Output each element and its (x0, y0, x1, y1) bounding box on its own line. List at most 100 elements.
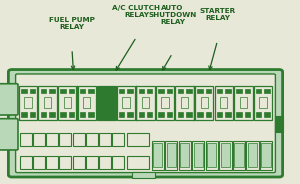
Bar (119, 112, 124, 116)
Bar (220, 143, 230, 167)
Bar (207, 143, 217, 167)
Bar (30, 112, 35, 116)
Bar (99, 133, 111, 146)
Bar (69, 89, 74, 93)
Bar (139, 89, 144, 93)
Bar (206, 112, 211, 116)
Bar (73, 133, 85, 146)
Bar (127, 133, 148, 146)
Bar (192, 141, 204, 170)
Bar (153, 143, 162, 167)
Bar (147, 89, 152, 93)
Bar (147, 112, 152, 116)
Bar (60, 112, 66, 116)
Bar (49, 89, 55, 93)
Bar (234, 143, 244, 167)
Bar (264, 89, 270, 93)
Bar (21, 89, 27, 93)
Bar (220, 98, 227, 108)
Bar (78, 86, 96, 120)
Bar (97, 86, 116, 120)
Bar (41, 112, 46, 116)
Bar (206, 141, 218, 170)
Bar (200, 98, 208, 108)
FancyBboxPatch shape (0, 84, 18, 115)
Bar (234, 86, 253, 120)
Bar (167, 143, 176, 167)
FancyBboxPatch shape (0, 119, 18, 150)
Bar (24, 98, 32, 108)
Bar (80, 89, 85, 93)
Bar (88, 89, 94, 93)
Bar (167, 89, 172, 93)
Bar (260, 141, 272, 170)
Bar (225, 89, 231, 93)
Bar (64, 98, 71, 108)
Bar (181, 98, 188, 108)
Bar (59, 133, 71, 146)
Bar (178, 112, 183, 116)
Bar (245, 89, 250, 93)
Bar (132, 172, 154, 178)
Bar (60, 89, 66, 93)
Bar (225, 112, 231, 116)
Bar (167, 112, 172, 116)
Bar (161, 98, 169, 108)
Bar (245, 112, 250, 116)
Bar (156, 86, 174, 120)
FancyBboxPatch shape (16, 74, 275, 173)
Bar (122, 98, 130, 108)
Bar (49, 112, 55, 116)
Bar (214, 86, 233, 120)
Bar (152, 141, 164, 170)
Bar (117, 86, 135, 120)
Bar (186, 89, 192, 93)
Bar (264, 112, 270, 116)
Bar (248, 143, 257, 167)
Bar (261, 143, 271, 167)
Bar (46, 156, 58, 169)
Bar (275, 116, 283, 132)
Bar (180, 143, 189, 167)
Bar (142, 98, 149, 108)
Bar (240, 98, 247, 108)
Bar (139, 112, 144, 116)
Bar (44, 98, 51, 108)
Bar (254, 86, 272, 120)
Bar (86, 133, 98, 146)
Bar (46, 133, 58, 146)
Bar (197, 112, 203, 116)
Text: A/C CLUTCH
RELAY: A/C CLUTCH RELAY (112, 5, 160, 18)
Text: AUTO
SHUTDOWN
RELAY: AUTO SHUTDOWN RELAY (148, 5, 196, 25)
Bar (127, 156, 148, 169)
Bar (38, 86, 57, 120)
Bar (186, 112, 192, 116)
Bar (19, 86, 37, 120)
Bar (41, 89, 46, 93)
Bar (119, 89, 124, 93)
Bar (176, 86, 194, 120)
Text: FUEL PUMP
RELAY: FUEL PUMP RELAY (49, 17, 95, 30)
Bar (136, 86, 155, 120)
Bar (206, 89, 211, 93)
Bar (165, 141, 177, 170)
Bar (194, 143, 203, 167)
Bar (20, 133, 32, 146)
Bar (88, 112, 94, 116)
Bar (30, 89, 35, 93)
Bar (158, 89, 164, 93)
Bar (256, 112, 261, 116)
Bar (217, 112, 222, 116)
Text: STARTER
RELAY: STARTER RELAY (200, 8, 236, 21)
Bar (195, 86, 213, 120)
Bar (112, 156, 124, 169)
Bar (80, 112, 85, 116)
Bar (178, 89, 183, 93)
Bar (58, 86, 76, 120)
Bar (86, 156, 98, 169)
Bar (236, 112, 242, 116)
Bar (217, 89, 222, 93)
Bar (158, 112, 164, 116)
Bar (246, 141, 259, 170)
Bar (69, 112, 74, 116)
